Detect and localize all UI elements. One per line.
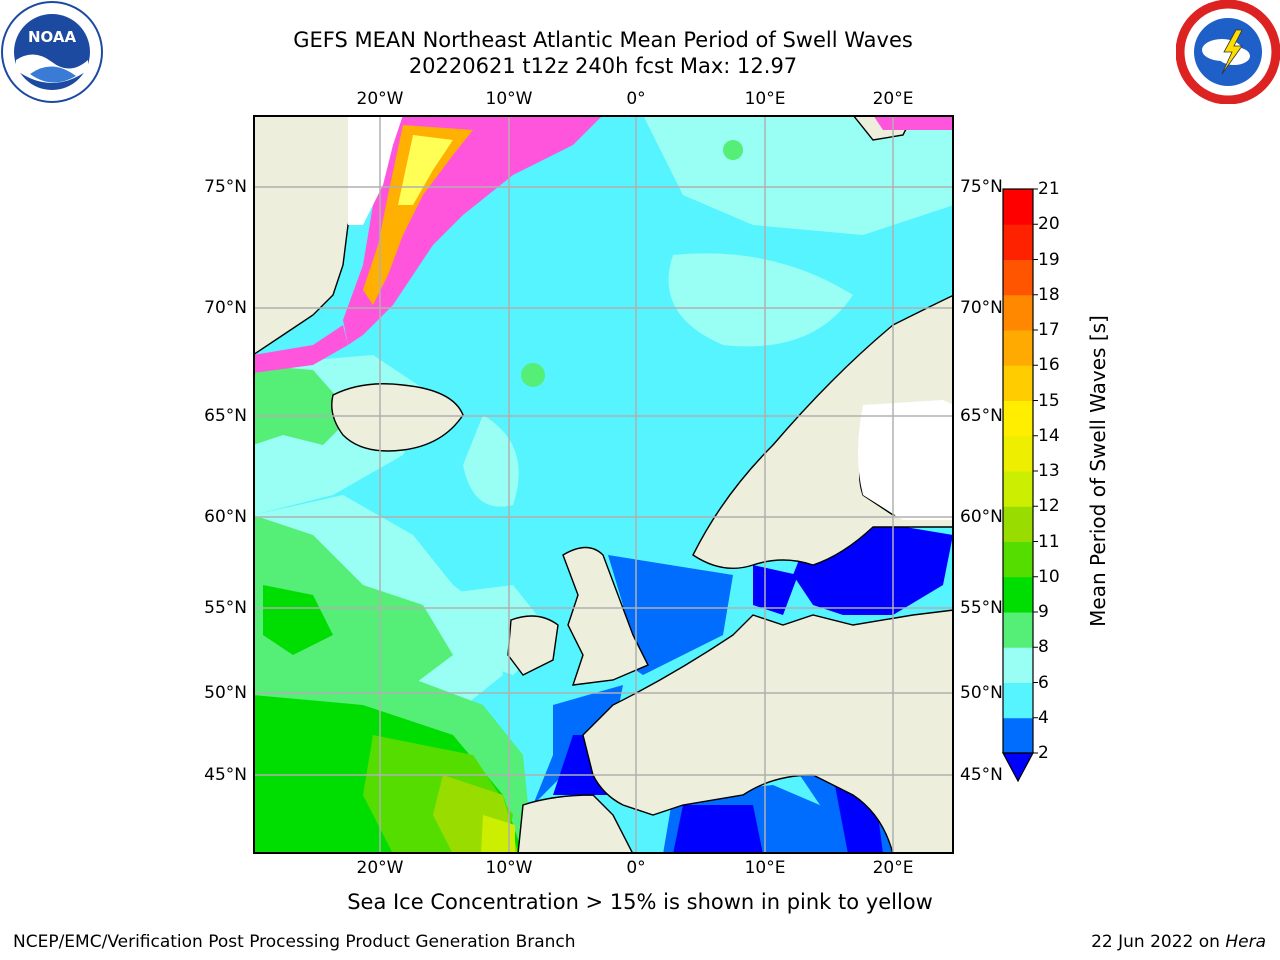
lon-tick-label-top: 20°E: [872, 89, 914, 109]
colorbar-tick-label: 10: [1038, 566, 1060, 587]
lat-tick-label-left: 60°N: [204, 507, 247, 527]
colorbar-segment: [1003, 189, 1033, 225]
colorbar-segment: [1003, 294, 1033, 331]
graticule: [253, 115, 954, 854]
colorbar-tick-label: 16: [1038, 355, 1060, 376]
lat-tick-label-right: 50°N: [960, 683, 1003, 703]
lat-tick-label-right: 70°N: [960, 298, 1003, 318]
colorbar-segment: [1003, 612, 1033, 648]
colorbar-segment: [1003, 541, 1033, 578]
colorbar-segment: [1003, 506, 1033, 542]
colorbar-tick-label: 4: [1038, 707, 1049, 728]
colorbar-tick-label: 6: [1038, 672, 1049, 693]
colorbar-tick-label: 11: [1038, 531, 1060, 552]
colorbar-tick-label: 18: [1038, 284, 1060, 305]
colorbar-tick-label: 13: [1038, 461, 1060, 481]
lat-tick-label-left: 45°N: [204, 765, 247, 785]
colorbar-segment: [1003, 471, 1033, 507]
lon-tick-label-bottom: 10°E: [744, 858, 786, 878]
colorbar-tick-label: 8: [1038, 637, 1049, 658]
colorbar-segment: [1003, 400, 1033, 437]
colorbar-tick-label: 9: [1038, 602, 1049, 622]
lon-tick-label-bottom: 10°W: [485, 858, 533, 878]
lat-tick-label-right: 45°N: [960, 765, 1003, 785]
colorbar-tick-label: 12: [1038, 496, 1060, 517]
lon-tick-label-top: 0°: [626, 89, 646, 109]
colorbar-segment: [1003, 647, 1033, 683]
swell-period-map: [253, 115, 954, 854]
svg-text:NOAA: NOAA: [28, 28, 77, 46]
noaa-logo: NOAA: [1, 1, 103, 103]
credit-text: NCEP/EMC/Verification Post Processing Pr…: [13, 932, 576, 952]
colorbar-segment: [1003, 224, 1033, 260]
colorbar-under-arrow: [1001, 752, 1035, 783]
lat-tick-label-right: 65°N: [960, 406, 1003, 426]
national-weather-service-logo: [1176, 0, 1280, 104]
colorbar-segment: [1003, 330, 1033, 366]
map-subtitle: 20220621 t12z 240h fcst Max: 12.97: [408, 54, 798, 78]
lon-tick-label-bottom: 20°E: [872, 858, 914, 878]
colorbar-segment: [1003, 259, 1033, 296]
lat-tick-label-left: 75°N: [204, 177, 247, 197]
colorbar-label: Mean Period of Swell Waves [s]: [1086, 315, 1110, 627]
lon-tick-label-top: 10°E: [744, 89, 786, 109]
lat-tick-label-left: 70°N: [204, 298, 247, 318]
lon-tick-label-top: 10°W: [485, 89, 533, 109]
no-data-area: [858, 400, 954, 520]
colorbar-tick-label: 2: [1038, 743, 1049, 763]
colorbar-segment: [1003, 365, 1033, 401]
colorbar-segment: [1003, 435, 1033, 472]
lat-tick-label-left: 55°N: [204, 598, 247, 618]
date-text: 22 Jun 2022 on Hera: [1091, 932, 1266, 952]
lat-tick-label-left: 50°N: [204, 683, 247, 703]
lon-tick-label-bottom: 20°W: [356, 858, 404, 878]
colorbar-tick-label: 19: [1038, 249, 1060, 270]
lat-tick-label-right: 75°N: [960, 177, 1003, 197]
lat-tick-label-right: 60°N: [960, 507, 1003, 527]
colorbar-tick-label: 21: [1038, 179, 1060, 199]
colorbar-tick-label: 20: [1038, 214, 1060, 235]
lon-tick-label-bottom: 0°: [626, 858, 646, 878]
colorbar-segment: [1003, 682, 1033, 719]
colorbar-segment: [1003, 576, 1033, 613]
sea-ice: [253, 115, 954, 373]
colorbar: [1001, 188, 1038, 783]
lat-tick-label-left: 65°N: [204, 406, 247, 426]
lat-tick-label-right: 55°N: [960, 598, 1003, 618]
map-title: GEFS MEAN Northeast Atlantic Mean Period…: [293, 28, 913, 52]
swell-13s-patch: [481, 815, 515, 854]
sea-ice-note: Sea Ice Concentration > 15% is shown in …: [347, 890, 933, 914]
colorbar-segment: [1003, 717, 1033, 754]
colorbar-tick-label: 14: [1038, 425, 1060, 446]
colorbar-tick-label: 15: [1038, 390, 1060, 411]
colorbar-tick-label: 17: [1038, 320, 1060, 340]
lon-tick-label-top: 20°W: [356, 89, 404, 109]
